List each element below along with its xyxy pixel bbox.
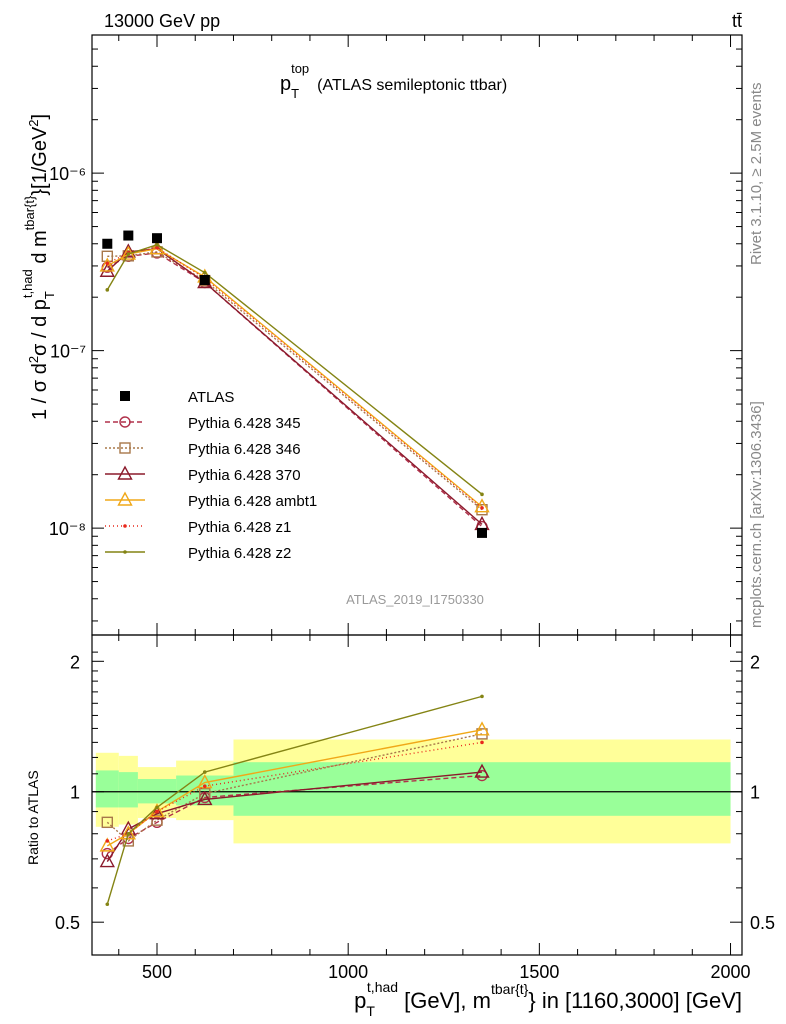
legend-swatch-marker xyxy=(119,416,131,428)
ratio-series-point xyxy=(149,805,165,820)
main-series-point xyxy=(155,242,159,247)
ratio-y-axis-label: Ratio to ATLAS xyxy=(25,770,41,865)
legend-label: Pythia 6.428 z1 xyxy=(188,519,291,536)
uncertainty-band-inner xyxy=(176,775,234,806)
main-series-point xyxy=(101,250,113,262)
main-series-point xyxy=(126,252,131,256)
ratio-series-point xyxy=(101,816,113,829)
ratio-y-tick-label-right: 0.5 xyxy=(750,913,775,933)
y-tick-label: 10⁻⁶ xyxy=(49,164,86,184)
ratio-y-tick-label: 2 xyxy=(70,652,80,672)
ratio-y-tick-label: 1 xyxy=(70,783,80,803)
ratio-series-point xyxy=(99,837,115,852)
ratio-series-point xyxy=(197,790,213,806)
collision-label: 13000 GeV pp xyxy=(104,11,220,31)
ratio-series-point xyxy=(480,740,484,745)
legend-label: Pythia 6.428 ambt1 xyxy=(188,493,317,510)
plot-title: pTtop(ATLAS semileptonic ttbar) xyxy=(280,61,507,101)
main-series-point xyxy=(105,261,110,266)
main-series-point xyxy=(480,506,484,510)
legend-label: Pythia 6.428 346 xyxy=(188,441,301,458)
legend-swatch-marker xyxy=(117,465,133,480)
uncertainty-band-inner xyxy=(118,772,138,808)
x-tick-label: 500 xyxy=(142,962,172,982)
legend-label: Pythia 6.428 345 xyxy=(188,415,301,432)
main-series-line xyxy=(107,251,483,511)
ratio-y-tick-label: 0.5 xyxy=(55,913,80,933)
ratio-series-point xyxy=(474,763,490,778)
ratio-panel: 500 1000 1500 2000 0.5 0.5 1 1 2 2 xyxy=(55,35,775,982)
main-series-point xyxy=(474,498,490,513)
ratio-series-point xyxy=(155,809,159,814)
x-axis-label: pTt,had [GeV], mtbar{t}} in [1160,3000] … xyxy=(354,979,742,1019)
legend-swatch-marker xyxy=(123,524,127,528)
legend: ATLAS Pythia 6.428 345 Pythia 6.428 346 Pyt… xyxy=(105,389,317,562)
atlas-data-point xyxy=(123,230,134,241)
process-label: tt̄ xyxy=(732,11,742,31)
uncertainty-band-inner xyxy=(95,770,119,808)
legend-swatch-marker xyxy=(123,550,127,554)
atlas-data-point xyxy=(102,238,113,249)
main-series-line xyxy=(106,252,483,528)
analysis-id-label: ATLAS_2019_I1750330 xyxy=(346,592,484,607)
main-y-axis-label: 1 / σ d2σ / d pTt,had d mtbar{t}}[1/GeV2… xyxy=(20,114,57,420)
x-tick-label: 2000 xyxy=(711,962,751,982)
main-series-point xyxy=(120,243,136,258)
main-series-point xyxy=(99,257,115,272)
ratio-series-point xyxy=(99,853,115,868)
ratio-series-point xyxy=(120,825,136,840)
mcplots-label: mcplots.cern.ch [arXiv:1306.3436] xyxy=(748,401,765,628)
ratio-series-point xyxy=(476,728,488,740)
main-panel: 10⁻⁸ 10⁻⁷ 10⁻⁶ ATLAS Pythia 6.428 345 Pythia … xyxy=(49,34,743,636)
legend-label-atlas: ATLAS xyxy=(188,389,234,406)
legend-swatch-marker xyxy=(117,491,133,506)
rivet-version-label: Rivet 3.1.10, ≥ 2.5M events xyxy=(748,83,765,266)
ratio-series-point xyxy=(151,814,163,826)
atlas-data-point xyxy=(199,274,210,285)
ratio-series-point xyxy=(155,805,159,810)
main-series-point xyxy=(480,492,484,497)
main-series-point xyxy=(202,270,207,275)
ratio-y-tick-label-right: 2 xyxy=(750,652,760,672)
ratio-series-point xyxy=(480,694,484,699)
main-series-point xyxy=(105,288,110,292)
atlas-data-point xyxy=(477,527,487,538)
y-tick-label: 10⁻⁷ xyxy=(50,342,86,362)
atlas-data-point xyxy=(152,233,162,244)
legend-label: Pythia 6.428 z2 xyxy=(188,545,291,562)
main-series-point xyxy=(155,245,159,250)
ratio-frame xyxy=(91,634,743,956)
ratio-series-line xyxy=(106,771,483,862)
legend-label: Pythia 6.428 370 xyxy=(188,467,301,484)
main-series-point xyxy=(149,240,165,255)
legend-swatch-atlas xyxy=(120,391,130,401)
ratio-series-line xyxy=(106,733,483,842)
legend-swatch-marker xyxy=(119,442,131,454)
ratio-series-point xyxy=(199,787,211,800)
ratio-series-point xyxy=(202,784,207,788)
x-tick-label: 1000 xyxy=(328,962,368,982)
y-tick-label: 10⁻⁸ xyxy=(49,519,86,539)
ratio-series-line xyxy=(106,774,483,855)
x-tick-label: 1500 xyxy=(519,962,559,982)
ratio-series-point xyxy=(126,831,131,836)
ratio-series-point xyxy=(202,770,207,774)
ratio-series-point xyxy=(105,839,110,843)
ratio-series-point xyxy=(105,902,110,907)
ratio-y-tick-label-right: 1 xyxy=(750,783,760,803)
ratio-series-point xyxy=(474,721,490,736)
